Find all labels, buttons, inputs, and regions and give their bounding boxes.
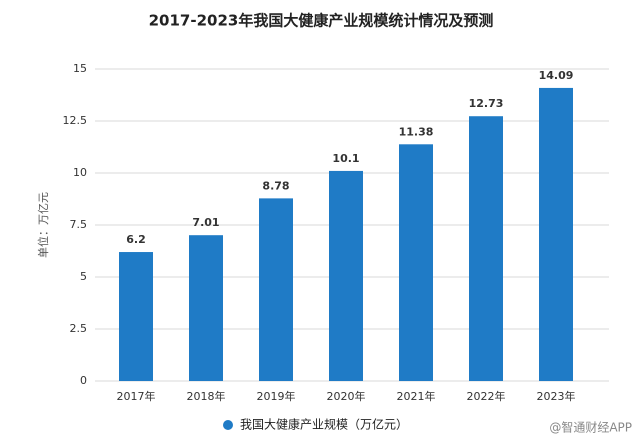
bar bbox=[119, 252, 153, 381]
bar bbox=[259, 198, 293, 381]
y-tick-label: 5 bbox=[80, 270, 87, 283]
y-tick-label: 7.5 bbox=[70, 218, 88, 231]
bar bbox=[329, 170, 363, 381]
value-label: 14.09 bbox=[539, 69, 574, 82]
bar bbox=[399, 144, 433, 381]
value-label: 10.1 bbox=[332, 152, 359, 165]
y-axis-label: 单位：万亿元 bbox=[36, 192, 50, 258]
value-label: 11.38 bbox=[399, 125, 434, 138]
y-tick-label: 12.5 bbox=[63, 114, 88, 127]
watermark: @智通财经APP bbox=[549, 420, 632, 435]
y-tick-label: 2.5 bbox=[70, 322, 88, 335]
legend-label: 我国大健康产业规模（万亿元） bbox=[240, 417, 408, 432]
x-tick-label: 2018年 bbox=[187, 389, 226, 403]
value-label: 7.01 bbox=[192, 216, 219, 229]
x-tick-label: 2023年 bbox=[537, 389, 576, 403]
x-tick-label: 2020年 bbox=[327, 389, 366, 403]
bar bbox=[539, 87, 573, 381]
value-label: 8.78 bbox=[262, 179, 289, 192]
x-tick-label: 2017年 bbox=[117, 389, 156, 403]
value-label: 12.73 bbox=[469, 97, 504, 110]
bar bbox=[189, 235, 223, 381]
y-tick-label: 0 bbox=[80, 374, 87, 387]
value-label: 6.2 bbox=[126, 233, 146, 246]
x-tick-label: 2022年 bbox=[467, 389, 506, 403]
chart-title: 2017-2023年我国大健康产业规模统计情况及预测 bbox=[149, 12, 494, 30]
x-tick-label: 2021年 bbox=[397, 389, 436, 403]
y-tick-label: 10 bbox=[73, 166, 87, 179]
y-tick-label: 15 bbox=[73, 62, 87, 75]
x-tick-label: 2019年 bbox=[257, 389, 296, 403]
bar bbox=[469, 116, 503, 381]
legend-marker bbox=[223, 420, 233, 430]
